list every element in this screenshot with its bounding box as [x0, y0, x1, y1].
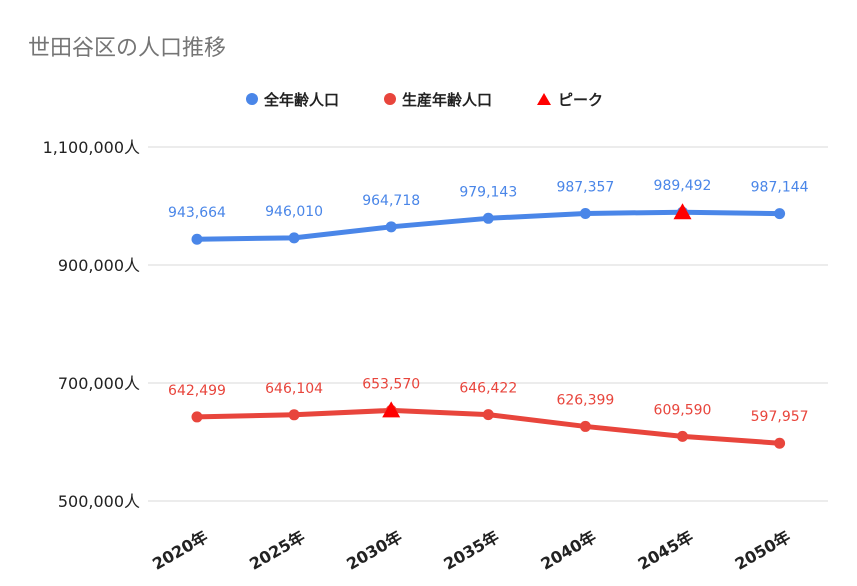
data-point — [677, 430, 688, 442]
x-tick-label: 2050年 — [732, 527, 794, 574]
gridlines — [148, 146, 828, 502]
legend-item-working-age: 生産年齢人口 — [384, 91, 492, 109]
data-point — [482, 409, 494, 421]
data-point — [774, 437, 786, 449]
data-labels: 943,664 946,010 964,718 979,143 987,357 989,4… — [168, 178, 809, 425]
peak-marker — [673, 203, 692, 220]
data-point — [774, 208, 786, 220]
data-label: 626,399 — [556, 392, 614, 408]
data-label: 646,104 — [265, 381, 323, 397]
legend-item-all-ages: 全年齢人口 — [246, 91, 339, 109]
data-label: 597,957 — [751, 409, 809, 425]
x-tick-label: 2030年 — [343, 527, 405, 574]
data-point — [288, 409, 300, 421]
data-label: 979,143 — [459, 184, 517, 200]
legend-label-working-age: 生産年齢人口 — [402, 91, 492, 109]
data-label: 642,499 — [168, 383, 226, 399]
y-tick-label: 700,000人 — [58, 374, 140, 393]
x-axis-ticks: 2020年 2025年 2030年 2035年 2040年 2045年 2050年 — [149, 527, 794, 574]
peak-markers — [382, 203, 692, 418]
legend-label-peak: ピーク — [558, 91, 603, 109]
y-tick-label: 900,000人 — [58, 256, 140, 275]
x-tick-label: 2035年 — [440, 527, 502, 574]
legend-marker-working-age — [384, 93, 396, 105]
data-point — [385, 221, 397, 233]
legend-marker-all-ages — [246, 93, 258, 105]
data-point — [579, 207, 591, 219]
data-label: 964,718 — [362, 193, 420, 209]
data-point — [482, 212, 494, 224]
x-tick-label: 2040年 — [537, 527, 599, 574]
data-label: 987,357 — [556, 179, 614, 195]
legend-marker-peak — [537, 93, 551, 105]
chart-title: 世田谷区の人口推移 — [28, 36, 226, 61]
data-label: 987,144 — [751, 180, 809, 196]
legend-item-peak: ピーク — [537, 91, 603, 109]
peak-marker — [382, 401, 401, 418]
x-tick-label: 2045年 — [635, 527, 697, 574]
legend: 全年齢人口 生産年齢人口 ピーク — [246, 91, 603, 109]
data-label: 946,010 — [265, 204, 323, 220]
data-label: 989,492 — [654, 178, 712, 194]
legend-label-all-ages: 全年齢人口 — [263, 91, 339, 109]
x-tick-label: 2025年 — [246, 527, 308, 574]
data-label: 646,422 — [459, 381, 517, 397]
y-axis-ticks: 500,000人 700,000人 900,000人 1,100,000人 — [43, 138, 140, 511]
y-tick-label: 1,100,000人 — [43, 138, 140, 157]
data-point — [288, 232, 300, 244]
data-label: 943,664 — [168, 205, 226, 221]
data-label: 609,590 — [654, 402, 712, 418]
data-label: 653,570 — [362, 376, 420, 392]
y-tick-label: 500,000人 — [58, 492, 140, 511]
data-point — [191, 233, 203, 245]
x-tick-label: 2020年 — [149, 527, 211, 574]
data-point — [579, 420, 591, 432]
data-point — [191, 411, 203, 423]
